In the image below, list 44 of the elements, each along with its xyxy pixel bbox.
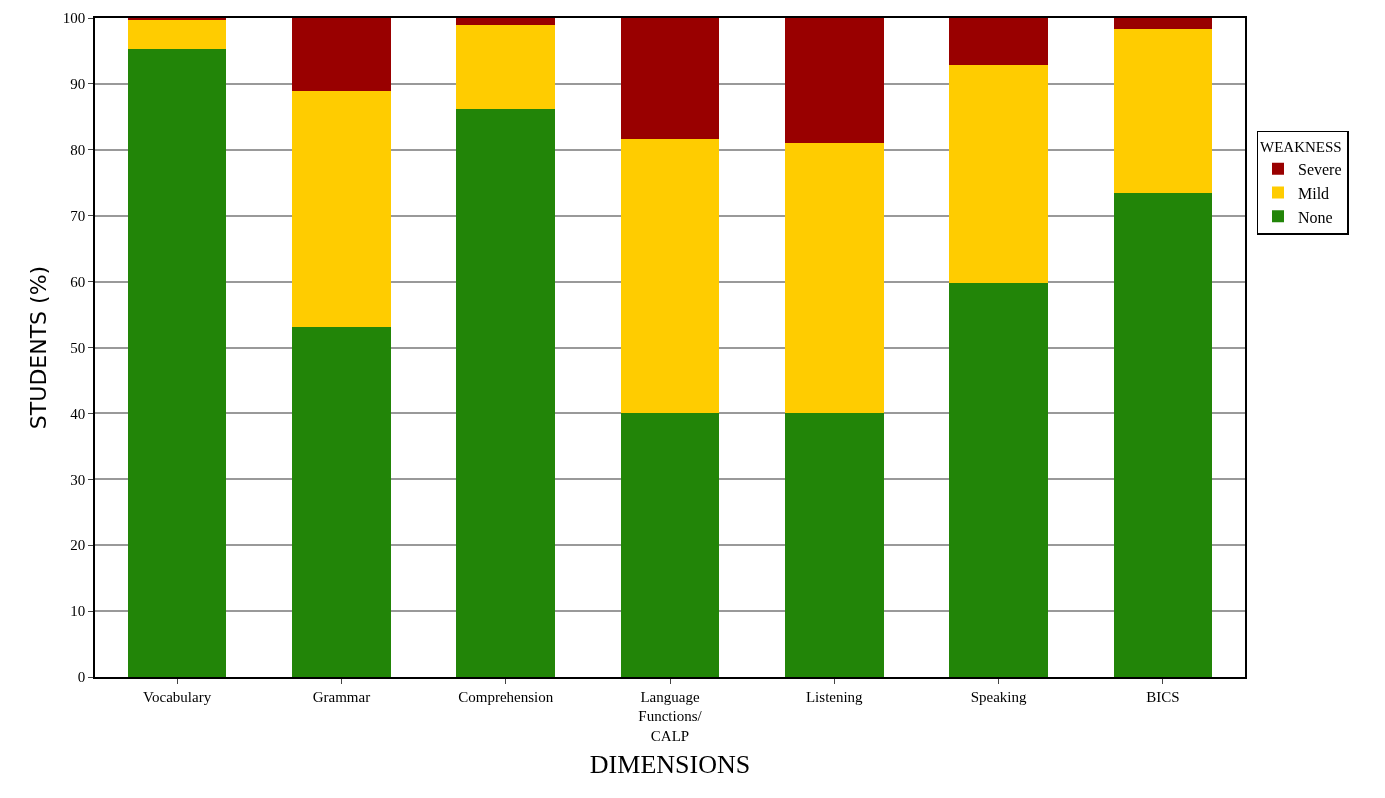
bar bbox=[620, 18, 720, 140]
bar bbox=[785, 143, 884, 413]
y-tick-label: 80 bbox=[70, 142, 86, 159]
x-tick-label: Language Functions/ CALP bbox=[638, 688, 703, 744]
bar bbox=[620, 412, 720, 677]
x-axis-title: DIMENSIONS bbox=[589, 749, 751, 779]
bar bbox=[620, 139, 720, 413]
bar bbox=[456, 25, 555, 109]
x-tick-label: Comprehension bbox=[458, 688, 554, 705]
y-axis-title: STUDENTS (%) bbox=[26, 265, 52, 430]
y-tick-label: 0 bbox=[77, 669, 86, 686]
bar bbox=[1113, 29, 1213, 194]
legend-label: None bbox=[1298, 208, 1333, 226]
y-tick-label: 100 bbox=[62, 10, 86, 27]
y-tick-label: 20 bbox=[70, 537, 86, 554]
bar bbox=[949, 282, 1048, 677]
x-tick-label: Listening bbox=[805, 688, 864, 705]
bar bbox=[292, 18, 391, 92]
bar bbox=[292, 91, 391, 328]
legend-title: WEAKNESS bbox=[1260, 138, 1342, 155]
bar bbox=[949, 18, 1048, 65]
legend-label: Severe bbox=[1298, 160, 1342, 178]
bar bbox=[292, 327, 391, 677]
y-tick-label: 60 bbox=[70, 273, 86, 290]
bar bbox=[127, 48, 227, 677]
y-tick-label: 40 bbox=[70, 405, 86, 422]
bar bbox=[785, 412, 884, 677]
legend-label: Mild bbox=[1298, 184, 1330, 202]
bar bbox=[785, 18, 884, 144]
x-tick-label: Vocabulary bbox=[143, 688, 212, 705]
bar bbox=[949, 64, 1048, 283]
bar bbox=[1113, 18, 1213, 30]
x-tick-label: Grammar bbox=[312, 688, 371, 705]
y-tick-label: 70 bbox=[70, 207, 86, 224]
x-tick-label: BICS bbox=[1146, 688, 1180, 705]
y-tick-label: 30 bbox=[70, 471, 86, 488]
y-tick-label: 90 bbox=[70, 76, 86, 93]
bar bbox=[456, 18, 555, 26]
x-tick-label: Speaking bbox=[970, 688, 1027, 705]
bar bbox=[1113, 193, 1213, 677]
bar bbox=[456, 108, 555, 677]
y-tick-label: 10 bbox=[70, 603, 86, 620]
y-tick-label: 50 bbox=[70, 339, 86, 356]
bar bbox=[127, 19, 227, 49]
